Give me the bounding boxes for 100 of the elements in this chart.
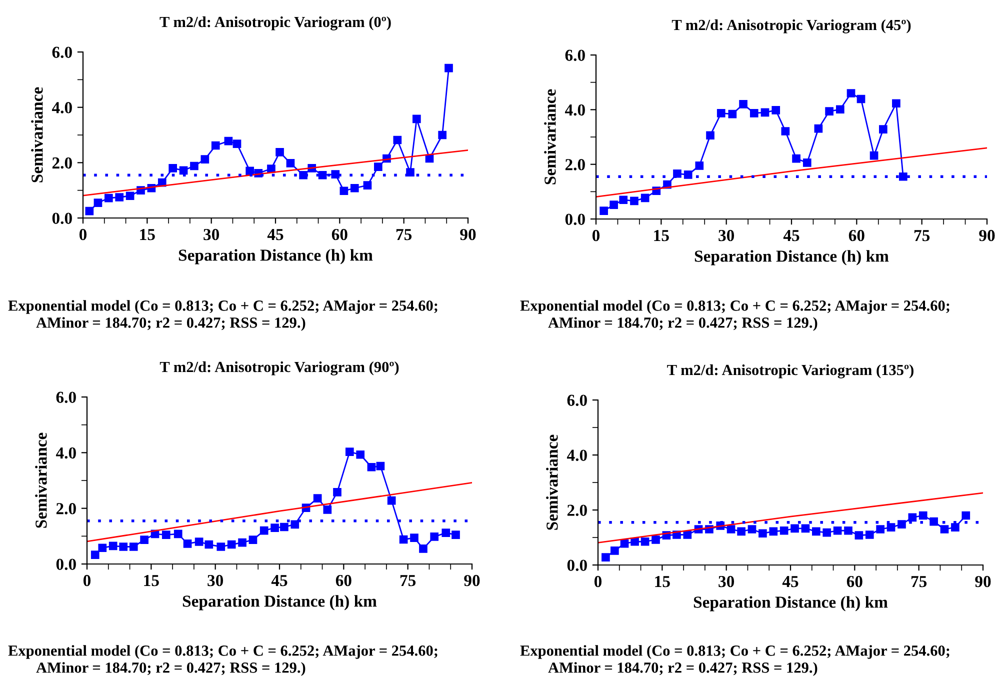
point xyxy=(179,166,188,175)
point xyxy=(98,544,107,552)
point xyxy=(194,538,204,546)
x-tick-label: 45 xyxy=(271,575,288,586)
point xyxy=(833,526,842,535)
point xyxy=(726,525,736,534)
point xyxy=(780,526,788,535)
x-tick-label: 30 xyxy=(204,228,220,240)
text: AMinor = 184.70; r2 = 0.427; RSS = 129.) xyxy=(548,317,818,331)
point xyxy=(419,544,428,553)
y-tick-label: 4.0 xyxy=(52,102,72,114)
point xyxy=(695,162,704,170)
x-tick-label: 60 xyxy=(846,576,862,588)
x-tick-label: 15 xyxy=(655,576,670,588)
x-axis-title: Separation Distance (h) km xyxy=(694,596,888,612)
point xyxy=(216,542,226,551)
point xyxy=(412,114,421,124)
point xyxy=(323,506,332,514)
point xyxy=(190,162,198,170)
y-tick-label: 2.0 xyxy=(52,157,72,169)
point xyxy=(716,109,726,118)
point xyxy=(260,526,268,535)
point xyxy=(737,527,746,536)
point xyxy=(204,540,214,549)
point xyxy=(227,540,236,549)
y-axis-title: Semivariance xyxy=(31,87,43,182)
point xyxy=(876,525,884,534)
point xyxy=(630,196,638,206)
point xyxy=(790,524,799,533)
point xyxy=(393,136,402,144)
point xyxy=(333,488,342,496)
point xyxy=(331,170,340,178)
point xyxy=(183,540,192,548)
point xyxy=(918,511,928,520)
x-tick-label: 60 xyxy=(848,230,864,242)
x-axis-title: Separation Distance (h) km xyxy=(694,250,889,266)
point xyxy=(140,536,148,544)
x-tick-label: 75 xyxy=(396,229,412,240)
point xyxy=(104,194,113,202)
point xyxy=(168,164,177,172)
point xyxy=(620,539,629,548)
point xyxy=(374,162,382,171)
point xyxy=(94,198,102,207)
point xyxy=(224,136,233,146)
point xyxy=(340,186,348,196)
point xyxy=(640,537,650,546)
point xyxy=(376,462,385,470)
point xyxy=(406,168,414,177)
y-tick-label: 2.0 xyxy=(56,503,76,514)
y-tick-label: 6.0 xyxy=(565,50,585,62)
point xyxy=(760,108,770,117)
point xyxy=(600,206,608,215)
point xyxy=(630,537,639,546)
point xyxy=(345,448,354,456)
chart-title: T m2/d: Anisotropic Variogram (135º) xyxy=(667,364,914,378)
x-tick-label: 45 xyxy=(783,230,800,242)
y-tick-label: 0.0 xyxy=(52,212,72,224)
point xyxy=(246,166,254,176)
y-tick-label: 6.0 xyxy=(52,46,72,58)
point xyxy=(444,64,453,72)
point xyxy=(886,523,896,532)
point xyxy=(728,110,737,118)
x-tick-label: 0 xyxy=(83,574,91,586)
point xyxy=(844,526,852,535)
y-axis-title: Semivariance xyxy=(546,434,558,530)
chart-title: T m2/d: Anisotropic Variogram (0º) xyxy=(160,16,391,30)
point xyxy=(85,206,94,216)
point xyxy=(174,530,182,538)
chart-title: T m2/d: Anisotropic Variogram (45º) xyxy=(672,19,911,34)
point xyxy=(802,158,812,167)
point xyxy=(683,530,692,539)
y-tick-label: 0.0 xyxy=(565,214,585,226)
point xyxy=(748,525,756,534)
point xyxy=(856,94,866,104)
point xyxy=(299,170,308,180)
point xyxy=(430,532,439,541)
point xyxy=(781,127,790,136)
point xyxy=(129,542,138,551)
point xyxy=(898,520,906,528)
point xyxy=(640,194,650,202)
point xyxy=(930,517,938,526)
text: Exponential model (Co = 0.813; Co + C = 6.252; AMajor = 254.60; xyxy=(520,300,950,314)
point xyxy=(854,531,864,540)
point xyxy=(442,528,450,537)
x-tick-label: 60 xyxy=(336,574,352,586)
x-tick-label: 75 xyxy=(914,230,930,242)
text: AMinor = 184.70; r2 = 0.427; RSS = 129.) xyxy=(36,662,306,676)
point xyxy=(898,172,908,181)
point xyxy=(758,529,767,538)
x-tick-label: 90 xyxy=(460,228,476,240)
point xyxy=(940,525,949,534)
point xyxy=(276,148,284,156)
y-tick-label: 6.0 xyxy=(56,392,76,404)
point xyxy=(836,105,844,114)
point xyxy=(769,527,778,536)
y-axis-title: Semivariance xyxy=(544,89,556,184)
point xyxy=(610,200,618,209)
point xyxy=(350,184,359,192)
point xyxy=(399,535,408,544)
text: Exponential model (Co = 0.813; Co + C = 6.252; AMajor = 254.60; xyxy=(520,645,950,659)
